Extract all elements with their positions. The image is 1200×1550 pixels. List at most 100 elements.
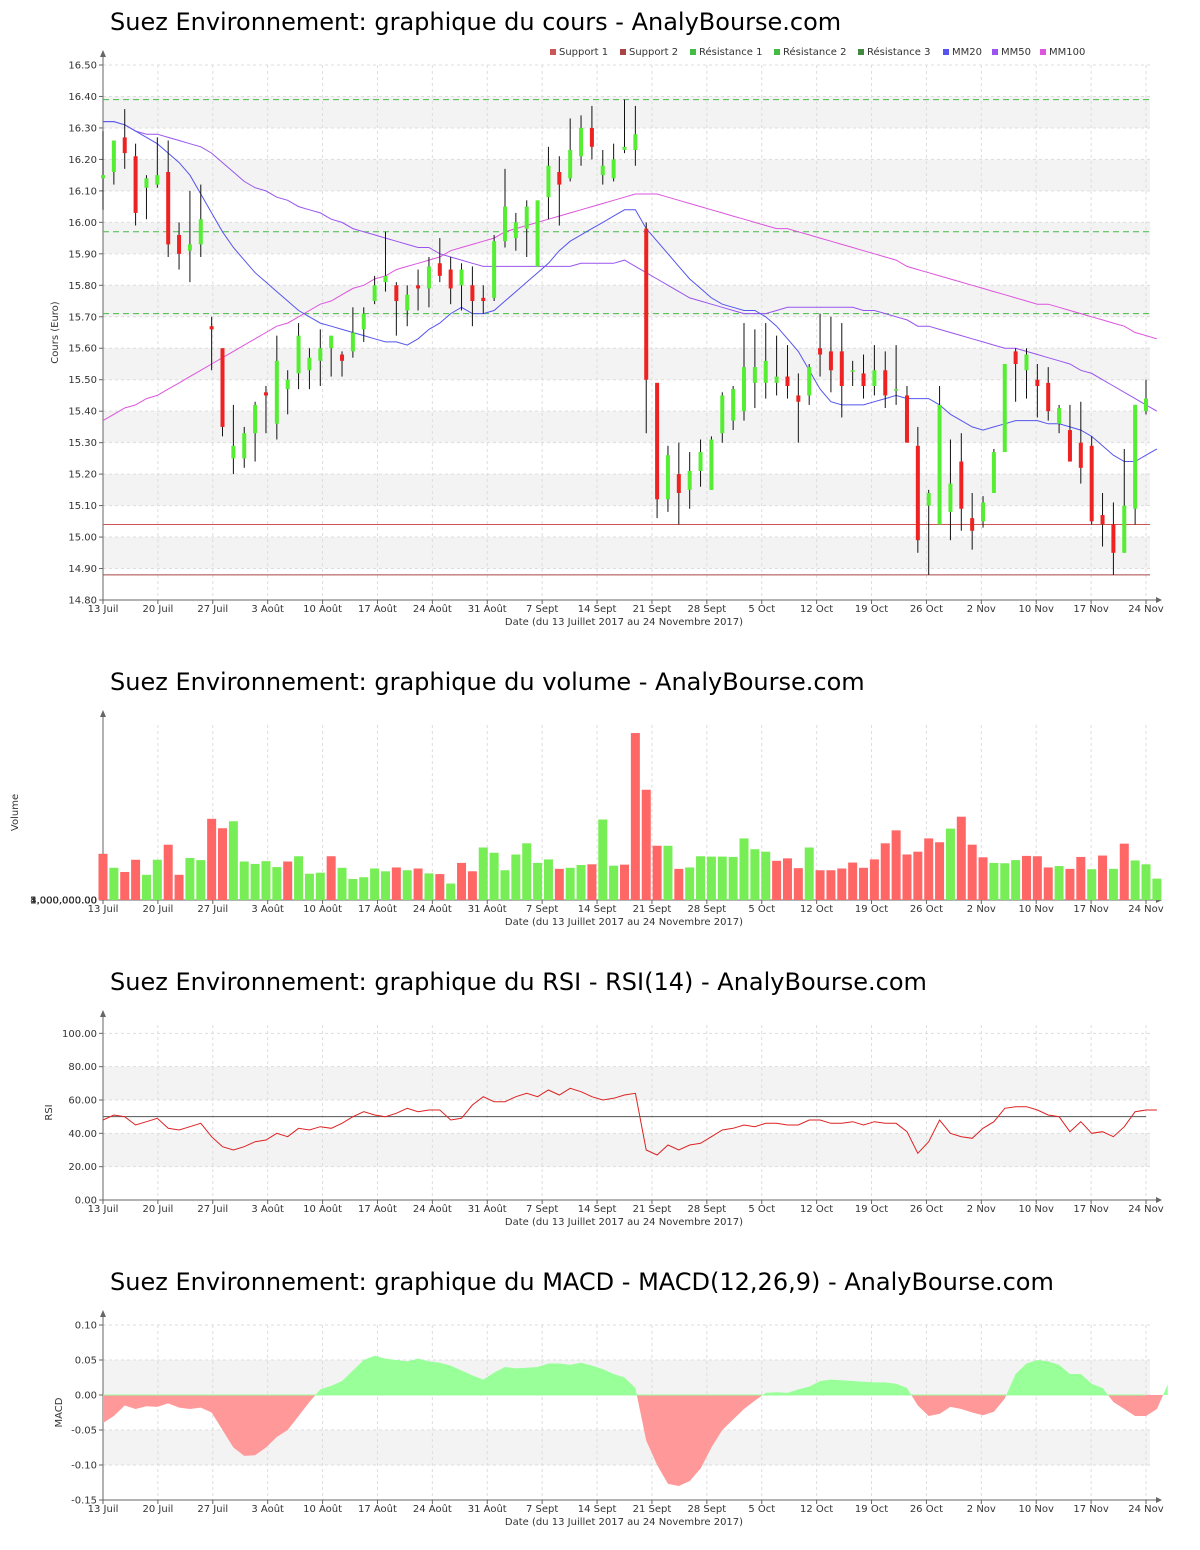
- grid-band: [103, 96, 1150, 128]
- y-tick-label: -0.05: [71, 1426, 97, 1437]
- volume-bar: [283, 861, 293, 900]
- candle-body: [394, 285, 399, 302]
- candle-body: [731, 389, 736, 421]
- candle: [101, 131, 105, 210]
- volume-bar: [1021, 855, 1031, 900]
- candle: [731, 386, 736, 431]
- candle: [1100, 493, 1105, 547]
- y-tick-label: 15.60: [68, 344, 97, 355]
- candle: [1024, 348, 1029, 399]
- volume-bar: [967, 844, 977, 900]
- candle: [1111, 502, 1116, 575]
- candle-body: [785, 376, 790, 386]
- x-tick-label: 7 Sept: [526, 1504, 558, 1515]
- x-axis-label: Date (du 13 Juillet 2017 au 24 Novembre …: [505, 1517, 743, 1528]
- volume-bar: [446, 883, 456, 900]
- candle: [535, 200, 540, 267]
- x-tick-label: 14 Sept: [578, 1204, 617, 1215]
- candle: [383, 231, 388, 292]
- candle: [546, 146, 551, 220]
- x-tick-label: 27 Juil: [197, 1504, 228, 1515]
- candle-body: [122, 137, 127, 154]
- volume-bar: [739, 838, 749, 900]
- x-tick-label: 7 Sept: [526, 904, 558, 915]
- volume-bar: [152, 859, 162, 900]
- volume-bar: [120, 872, 130, 900]
- candle: [850, 360, 855, 386]
- x-tick-label: 24 Août: [413, 1503, 452, 1515]
- price-chart: 14.80 14.90 15.00 15.10 15.20 15.30 15.40 15.50…: [50, 46, 1164, 628]
- candle: [611, 143, 616, 182]
- candle: [350, 307, 355, 358]
- candle: [274, 335, 279, 440]
- candle: [600, 149, 605, 185]
- candle-body: [437, 263, 442, 276]
- candle-body: [883, 370, 888, 396]
- candle-body: [513, 222, 518, 239]
- y-tick-label: 100.00: [62, 1029, 97, 1040]
- volume-bar: [620, 864, 629, 900]
- y-tick-label: 16.30: [68, 123, 97, 134]
- candle: [481, 285, 486, 314]
- candle: [818, 313, 823, 377]
- volume-bar: [1130, 860, 1140, 900]
- legend-label: MM100: [1049, 47, 1085, 58]
- volume-bar: [1054, 866, 1064, 900]
- x-tick-label: 31 Août: [468, 903, 507, 915]
- candle: [774, 335, 779, 396]
- candle: [633, 105, 638, 166]
- volume-bar: [728, 856, 738, 900]
- candle-body: [253, 404, 258, 434]
- volume-bar: [185, 858, 195, 900]
- x-tick-label: 5 Oct: [748, 1504, 775, 1515]
- volume-bar: [804, 847, 814, 900]
- y-tick-label: 80.00: [68, 1062, 97, 1073]
- volume-bar: [717, 856, 727, 900]
- candle-body: [665, 455, 670, 500]
- candle-body: [296, 335, 301, 374]
- candle: [752, 329, 757, 409]
- plot-frame: 0.00 20.00 40.00 60.00 80.00 100.00 13 Juil 20 …: [44, 1010, 1164, 1228]
- volume-bar: [565, 867, 575, 900]
- x-tick-label: 24 Août: [413, 903, 452, 915]
- x-tick-label: 24 Nov: [1128, 904, 1164, 915]
- volume-bar: [1152, 878, 1162, 900]
- volume-bar: [326, 856, 336, 900]
- volume-bar: [815, 870, 825, 900]
- candle-body: [644, 228, 649, 380]
- candle: [807, 363, 812, 405]
- volume-bar: [457, 862, 467, 900]
- y-axis-arrow: [100, 50, 106, 57]
- y-tick-label: 3,000,000.00: [30, 895, 97, 906]
- x-tick-label: 28 Sept: [688, 1504, 727, 1515]
- price-legend: Support 1 Support 2 Résistance 1 Résistance…: [550, 46, 1085, 58]
- candle: [872, 345, 877, 396]
- x-tick-label: 12 Oct: [800, 604, 833, 615]
- candle: [285, 370, 290, 415]
- candle-body: [372, 285, 377, 302]
- candle-body: [1057, 408, 1062, 424]
- legend-label: Résistance 2: [783, 46, 846, 58]
- volume-bar: [489, 852, 499, 900]
- x-tick-label: 5 Oct: [748, 904, 775, 915]
- x-tick-label: 24 Nov: [1128, 1204, 1164, 1215]
- x-tick-label: 26 Oct: [910, 904, 943, 915]
- legend-swatch: [992, 49, 998, 55]
- candle-body: [209, 326, 214, 330]
- candle: [1078, 401, 1083, 484]
- legend-label: Résistance 1: [699, 46, 762, 58]
- plot-frame: 14.80 14.90 15.00 15.10 15.20 15.30 15.40 15.50…: [50, 50, 1164, 628]
- volume-bar: [913, 851, 923, 900]
- candle: [915, 426, 920, 553]
- rsi-line: [102, 1087, 1157, 1156]
- volume-bar: [696, 856, 706, 900]
- volume-bar: [543, 859, 553, 900]
- candle: [676, 442, 681, 525]
- y-tick-label: 15.90: [68, 249, 97, 260]
- volume-bar: [261, 861, 271, 900]
- x-tick-label: 17 Août: [358, 603, 397, 615]
- candle: [883, 351, 888, 409]
- volume-bar: [1043, 867, 1053, 900]
- x-axis-label: Date (du 13 Juillet 2017 au 24 Novembre …: [505, 917, 743, 928]
